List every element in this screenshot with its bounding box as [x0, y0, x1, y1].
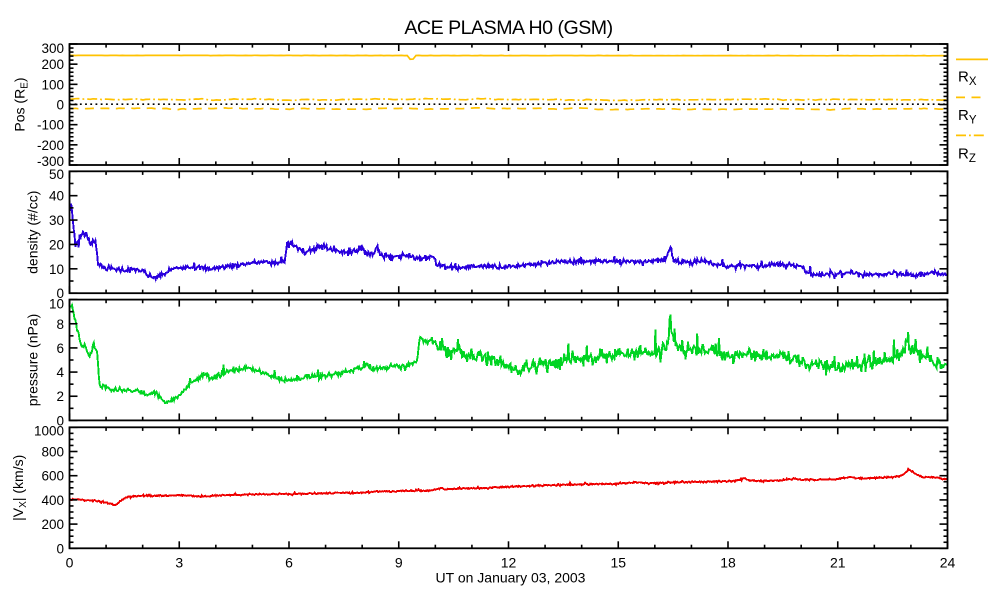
svg-text:1000: 1000: [34, 424, 64, 439]
svg-text:0: 0: [56, 541, 64, 556]
svg-text:-300: -300: [37, 154, 64, 169]
svg-text:8: 8: [56, 317, 64, 332]
svg-text:9: 9: [395, 554, 403, 570]
svg-text:|VX| (km/s): |VX| (km/s): [10, 455, 29, 521]
svg-text:3: 3: [175, 554, 183, 570]
svg-text:800: 800: [41, 445, 64, 460]
svg-text:12: 12: [501, 554, 517, 570]
svg-text:pressure (nPa): pressure (nPa): [25, 314, 41, 407]
svg-text:0: 0: [56, 286, 64, 301]
svg-text:30: 30: [49, 213, 64, 228]
svg-text:0: 0: [56, 413, 64, 428]
svg-text:4: 4: [56, 365, 64, 380]
svg-text:0: 0: [66, 554, 74, 570]
svg-text:600: 600: [41, 469, 64, 484]
svg-text:10: 10: [49, 296, 64, 311]
svg-text:200: 200: [41, 517, 64, 532]
svg-text:0: 0: [56, 98, 64, 113]
svg-text:15: 15: [610, 554, 626, 570]
svg-text:10: 10: [49, 262, 64, 277]
svg-text:Pos (RE): Pos (RE): [12, 77, 31, 131]
svg-text:50: 50: [49, 167, 64, 182]
svg-text:21: 21: [830, 554, 846, 570]
svg-text:20: 20: [49, 237, 64, 252]
svg-text:-100: -100: [37, 118, 64, 133]
svg-text:UT on January 03, 2003: UT on January 03, 2003: [436, 569, 586, 585]
svg-text:2: 2: [56, 389, 64, 404]
svg-text:ACE PLASMA H0 (GSM): ACE PLASMA H0 (GSM): [404, 17, 612, 39]
svg-text:200: 200: [41, 57, 64, 72]
svg-text:density (#/cc): density (#/cc): [25, 191, 41, 274]
svg-text:100: 100: [41, 77, 64, 92]
svg-text:300: 300: [41, 41, 64, 56]
svg-text:-200: -200: [37, 138, 64, 153]
svg-text:400: 400: [41, 493, 64, 508]
svg-text:24: 24: [940, 554, 956, 570]
svg-text:18: 18: [720, 554, 736, 570]
svg-text:6: 6: [285, 554, 293, 570]
svg-text:40: 40: [49, 189, 64, 204]
svg-text:6: 6: [56, 341, 64, 356]
